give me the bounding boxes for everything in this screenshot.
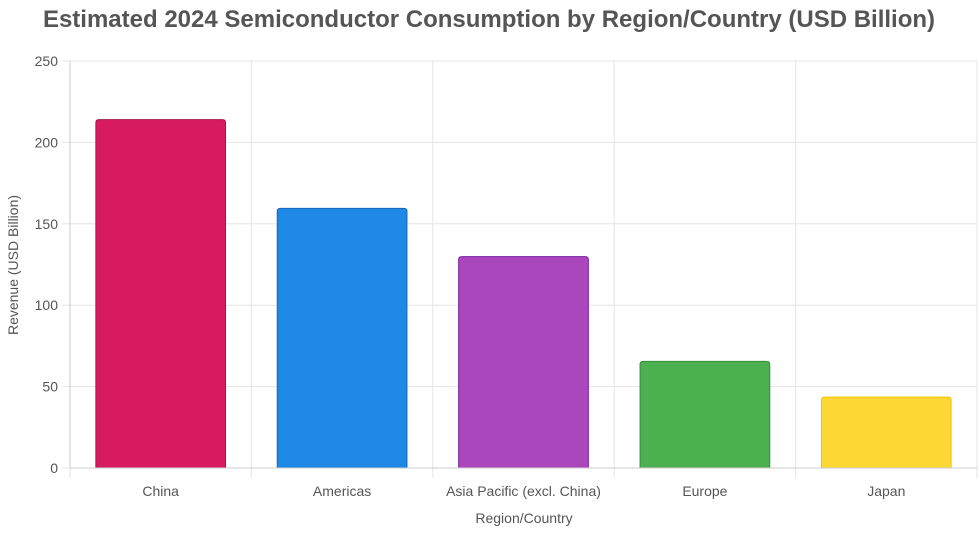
y-tick-label: 200: [35, 134, 59, 150]
x-tick-label: Europe: [682, 483, 727, 499]
x-tick-label: Americas: [313, 483, 371, 499]
bar-americas[interactable]: [276, 207, 408, 469]
x-axis-title: Region/Country: [475, 510, 572, 526]
bar-europe[interactable]: [639, 360, 771, 469]
y-tick-label: 50: [42, 379, 58, 395]
y-axis-title: Revenue (USD Billion): [5, 195, 21, 335]
x-tick-labels: China Americas Asia Pacific (excl. China) E…: [142, 483, 905, 499]
y-tick-labels: 0 50 100 150 200 250: [35, 53, 59, 476]
axes: [69, 61, 977, 469]
bar-group: [95, 119, 952, 469]
y-tick-label: 250: [35, 53, 59, 69]
x-tick-label: Japan: [867, 483, 905, 499]
bar-asia-pacific-excl-china[interactable]: [458, 256, 589, 469]
bar-japan[interactable]: [820, 396, 952, 469]
y-tick-label: 150: [35, 216, 59, 232]
bar-china[interactable]: [95, 119, 227, 469]
x-tick-label: China: [142, 483, 179, 499]
y-tick-label: 100: [35, 297, 59, 313]
x-tick-label: Asia Pacific (excl. China): [446, 483, 601, 499]
y-tick-label: 0: [50, 460, 58, 476]
chart-title: Estimated 2024 Semiconductor Consumption…: [42, 6, 936, 33]
